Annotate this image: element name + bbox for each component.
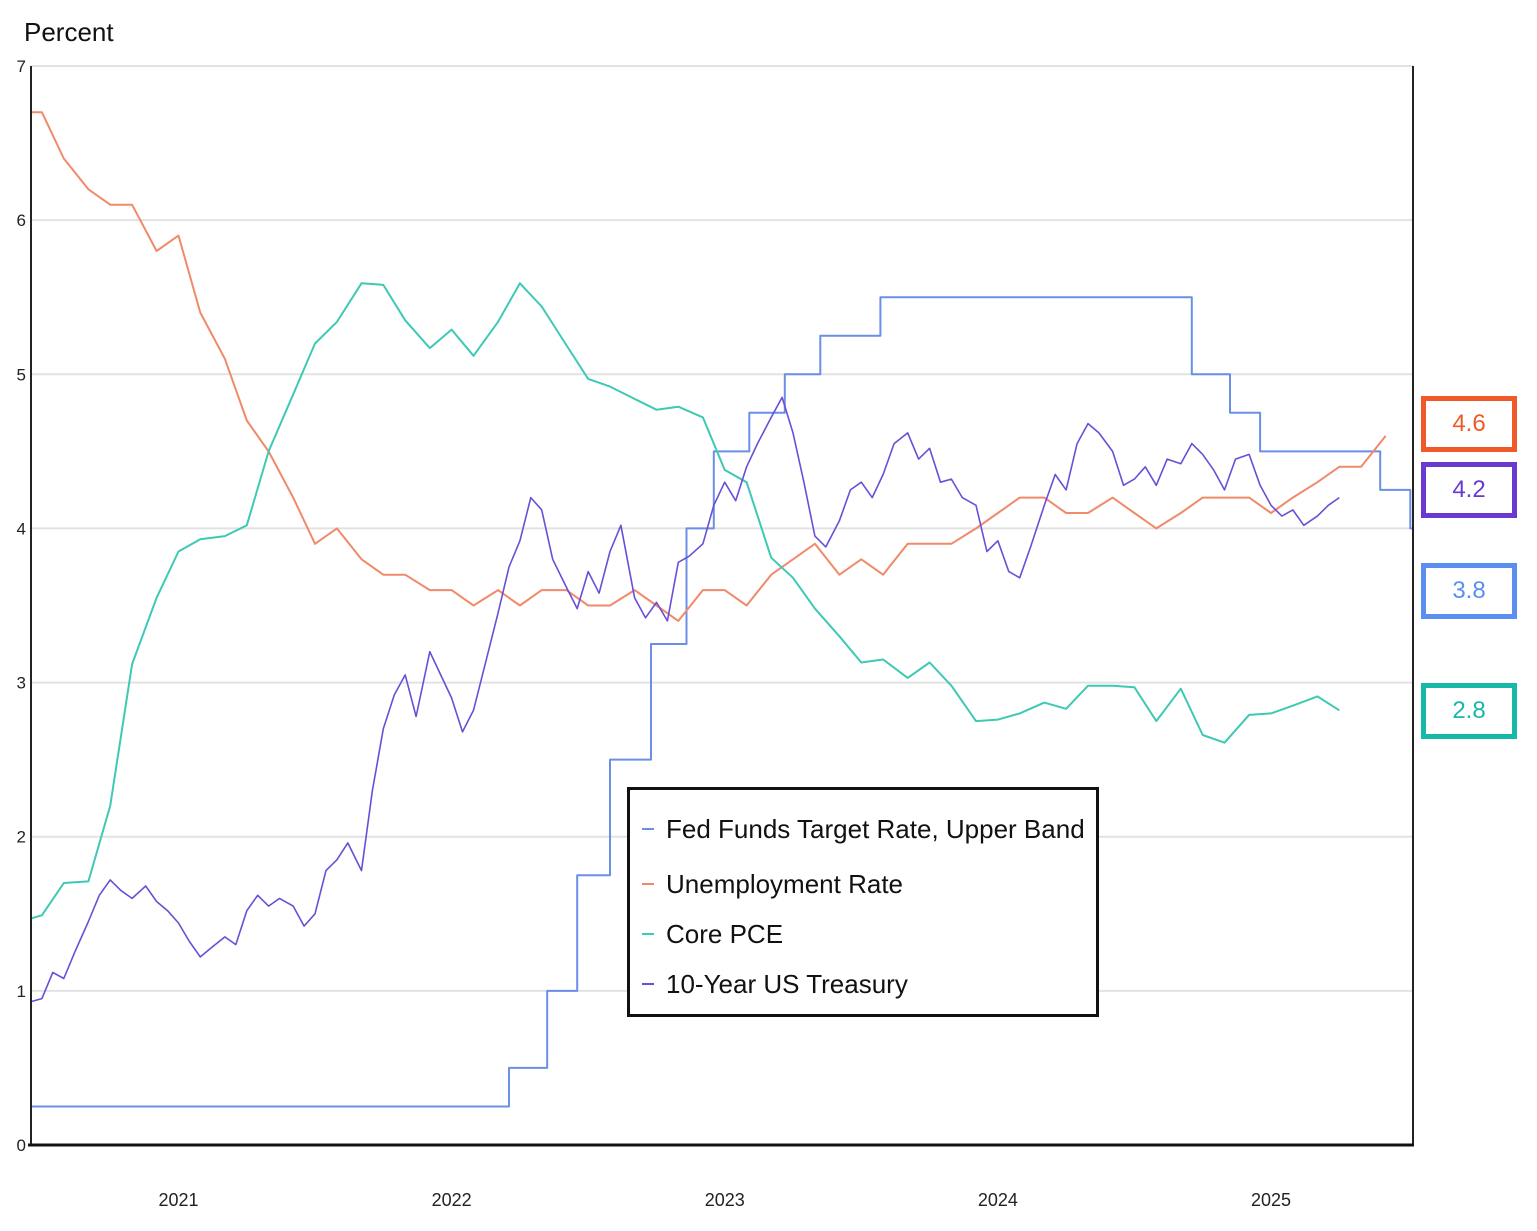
y-axis-title: Percent [24,17,114,47]
value-badge: 2.8 [1421,683,1517,739]
value-badge: 4.2 [1421,462,1517,518]
y-tick-4: 4 [17,519,26,538]
legend: Fed Funds Target Rate, Upper Band Unemplo… [627,787,1099,1017]
legend-swatch [642,983,654,985]
y-tick-6: 6 [17,211,26,230]
x-tick-2024: 2024 [978,1190,1018,1210]
x-tick-labels: 2021 2022 2023 2024 2025 [158,1190,1291,1210]
series-line-1 [31,111,1387,622]
axes [28,66,1414,1147]
y-tick-0: 0 [17,1136,26,1155]
legend-item: Core PCE [642,917,783,951]
legend-label: 10-Year US Treasury [666,968,908,999]
legend-label: Core PCE [666,918,784,949]
y-tick-1: 1 [17,982,26,1001]
x-tick-2021: 2021 [158,1190,198,1210]
series-line-2 [30,282,1340,920]
legend-item: Unemployment Rate [642,867,903,901]
legend-label: Unemployment Rate [666,868,903,899]
legend-item: Fed Funds Target Rate, Upper Band [642,812,1085,846]
y-tick-3: 3 [17,674,26,693]
legend-swatch [642,828,654,830]
y-tick-5: 5 [17,365,26,384]
value-badge: 4.6 [1421,396,1517,452]
series-line-0 [31,296,1414,1108]
y-tick-7: 7 [17,57,26,76]
x-tick-2022: 2022 [432,1190,472,1210]
x-tick-2023: 2023 [705,1190,745,1210]
series-lines [30,111,1414,1108]
x-tick-2025: 2025 [1251,1190,1291,1210]
series-line-3 [30,396,1340,1003]
y-tick-2: 2 [17,828,26,847]
legend-swatch [642,933,654,935]
value-badge: 3.8 [1421,563,1517,619]
legend-swatch [642,883,654,885]
legend-item: 10-Year US Treasury [642,967,908,1001]
legend-label: Fed Funds Target Rate, Upper Band [666,813,1085,844]
y-tick-labels: 0 1 2 3 4 5 6 7 [17,57,26,1155]
